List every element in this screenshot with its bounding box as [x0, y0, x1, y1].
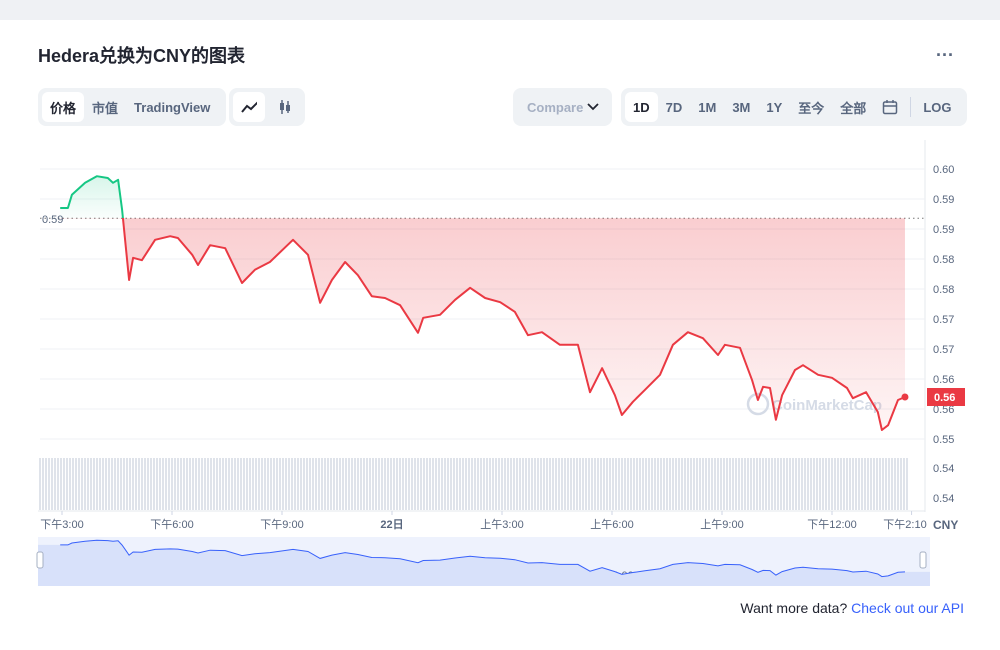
- volume-bars: [38, 458, 908, 510]
- chart-type-group: [229, 88, 305, 126]
- range-button[interactable]: 全部: [840, 100, 867, 116]
- page-title: Hedera兑换为CNY的图表: [38, 46, 246, 66]
- watermark: CoinMarketCap: [772, 397, 882, 414]
- range-group: 1D 7D 1M 3M 1Y 至今 全部 LOG: [621, 88, 967, 126]
- x-tick-label: 上午6:00: [590, 518, 633, 531]
- range-button[interactable]: 3M: [732, 99, 751, 115]
- line-chart-button[interactable]: [233, 92, 265, 122]
- y-tick-label: 0.60: [933, 164, 954, 176]
- last-point: [901, 393, 909, 401]
- footer-text: Want more data?: [740, 600, 848, 616]
- divider: [910, 97, 912, 117]
- tab[interactable]: 价格: [42, 92, 85, 122]
- y-tick-label: 0.59: [933, 194, 954, 206]
- tab[interactable]: TradingView: [134, 99, 211, 115]
- api-link[interactable]: Check out our API: [851, 600, 964, 616]
- top-bar: [0, 0, 1000, 20]
- navigator-handle: [919, 551, 927, 569]
- x-tick-label: 下午6:00: [150, 518, 193, 531]
- calendar-button[interactable]: [874, 92, 906, 122]
- y-tick-label: 0.58: [933, 254, 954, 266]
- x-tick-label: 下午12:00: [807, 518, 857, 531]
- volume-axis-label: 0.54: [933, 493, 954, 505]
- log-button[interactable]: LOG: [923, 99, 952, 115]
- line-icon: [241, 101, 257, 113]
- range-button[interactable]: 1M: [698, 99, 717, 115]
- price-line: [60, 175, 906, 431]
- y-tick-label: 0.57: [933, 314, 954, 326]
- y-tick-label: 0.56: [933, 374, 954, 386]
- open-price-label: 0.59: [42, 214, 63, 226]
- range-button[interactable]: 1Y: [766, 99, 783, 115]
- candle-chart-button[interactable]: [269, 92, 301, 122]
- x-tick-label: 上午3:00: [480, 518, 523, 531]
- price-area: [60, 176, 905, 430]
- compare-label: Compare: [527, 99, 584, 115]
- volume-axis-label: 0.54: [933, 463, 954, 475]
- footer: Want more data? Check out our API: [740, 600, 964, 616]
- calendar-icon: [883, 100, 898, 115]
- navigator-handle: [36, 551, 44, 569]
- x-tick-label: 22日: [380, 518, 403, 531]
- chart: 0.600.590.590.580.580.570.570.560.560.55…: [36, 140, 965, 586]
- range-button[interactable]: 至今: [798, 100, 825, 116]
- compare-dropdown[interactable]: Compare: [513, 88, 612, 126]
- x-tick-label: 下午9:00: [260, 518, 303, 531]
- current-price-label: 0.56: [934, 392, 955, 404]
- tab-group: 价格 市值 TradingView: [38, 88, 226, 126]
- y-tick-label: 0.55: [933, 434, 954, 446]
- y-tick-label: 0.57: [933, 344, 954, 356]
- current-price-badge: [927, 388, 965, 406]
- x-tick-label: 下午3:00: [40, 518, 83, 531]
- chevron: [587, 103, 599, 111]
- more-menu[interactable]: ...: [936, 40, 955, 60]
- range-button[interactable]: 1D: [625, 92, 658, 122]
- navigator-area: [38, 540, 930, 586]
- range-button[interactable]: 7D: [665, 99, 683, 115]
- x-tick-label: 上午9:00: [700, 518, 743, 531]
- x-tick-label: 下午2:10: [883, 518, 926, 531]
- y-tick-label: 0.58: [933, 284, 954, 296]
- candle-icon: [280, 100, 290, 114]
- navigator-line: [60, 539, 906, 578]
- tab[interactable]: 市值: [92, 100, 119, 116]
- y-tick-label: 0.59: [933, 224, 954, 236]
- y-tick-label: 0.56: [933, 404, 954, 416]
- currency-label: CNY: [933, 518, 958, 532]
